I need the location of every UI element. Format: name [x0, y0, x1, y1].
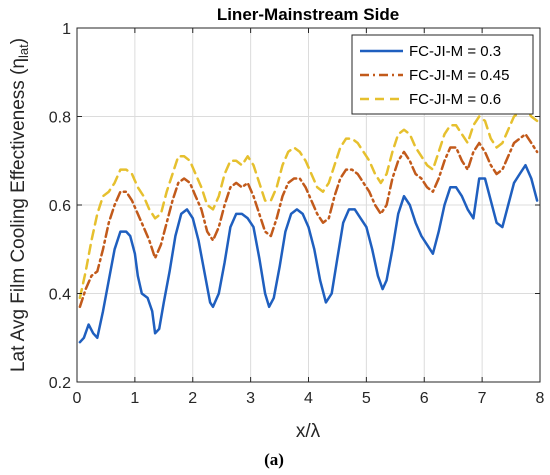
- legend: FC-JI-M = 0.3 FC-JI-M = 0.45 FC-JI-M = 0…: [351, 34, 534, 115]
- x-tick-label: 6: [420, 390, 429, 407]
- legend-entry-0: FC-JI-M = 0.3: [409, 43, 501, 60]
- series-line-1: [78, 132, 539, 309]
- x-tick-label: 7: [478, 390, 487, 407]
- x-tick-label: 2: [188, 390, 197, 407]
- y-tick-label: 0.2: [49, 375, 71, 392]
- y-tick-label: 1: [62, 21, 71, 38]
- y-tick-label: 0.6: [49, 198, 71, 215]
- y-axis-label-subscript: lat: [16, 44, 31, 58]
- x-tick-label: 3: [246, 390, 255, 407]
- series-line-0: [78, 163, 539, 344]
- series-layer: [78, 106, 539, 344]
- legend-entry-1: FC-JI-M = 0.45: [409, 67, 509, 84]
- y-tick-label: 0.8: [49, 110, 71, 127]
- figure-caption: (a): [264, 450, 284, 469]
- x-tick-label: 5: [362, 390, 371, 407]
- x-axis-label: x/λ: [296, 421, 321, 442]
- ticks: 0 1 2 3 4 5 6 7 8 0.2 0.4 0.6 0.8 1: [49, 21, 545, 407]
- series-line-2: [78, 106, 539, 300]
- x-tick-label: 1: [130, 390, 139, 407]
- x-tick-label: 4: [304, 390, 313, 407]
- legend-entry-2: FC-JI-M = 0.6: [409, 91, 501, 108]
- x-tick-label: 8: [536, 390, 545, 407]
- y-axis-label-main: Lat Avg Film Cooling Effectiveness (η: [8, 58, 29, 372]
- y-axis-label-close: ): [8, 38, 29, 44]
- y-axis-label: Lat Avg Film Cooling Effectiveness (ηlat…: [8, 38, 31, 372]
- chart-title: Liner-Mainstream Side: [217, 5, 399, 24]
- y-tick-label: 0.4: [49, 287, 71, 304]
- x-tick-label: 0: [73, 390, 82, 407]
